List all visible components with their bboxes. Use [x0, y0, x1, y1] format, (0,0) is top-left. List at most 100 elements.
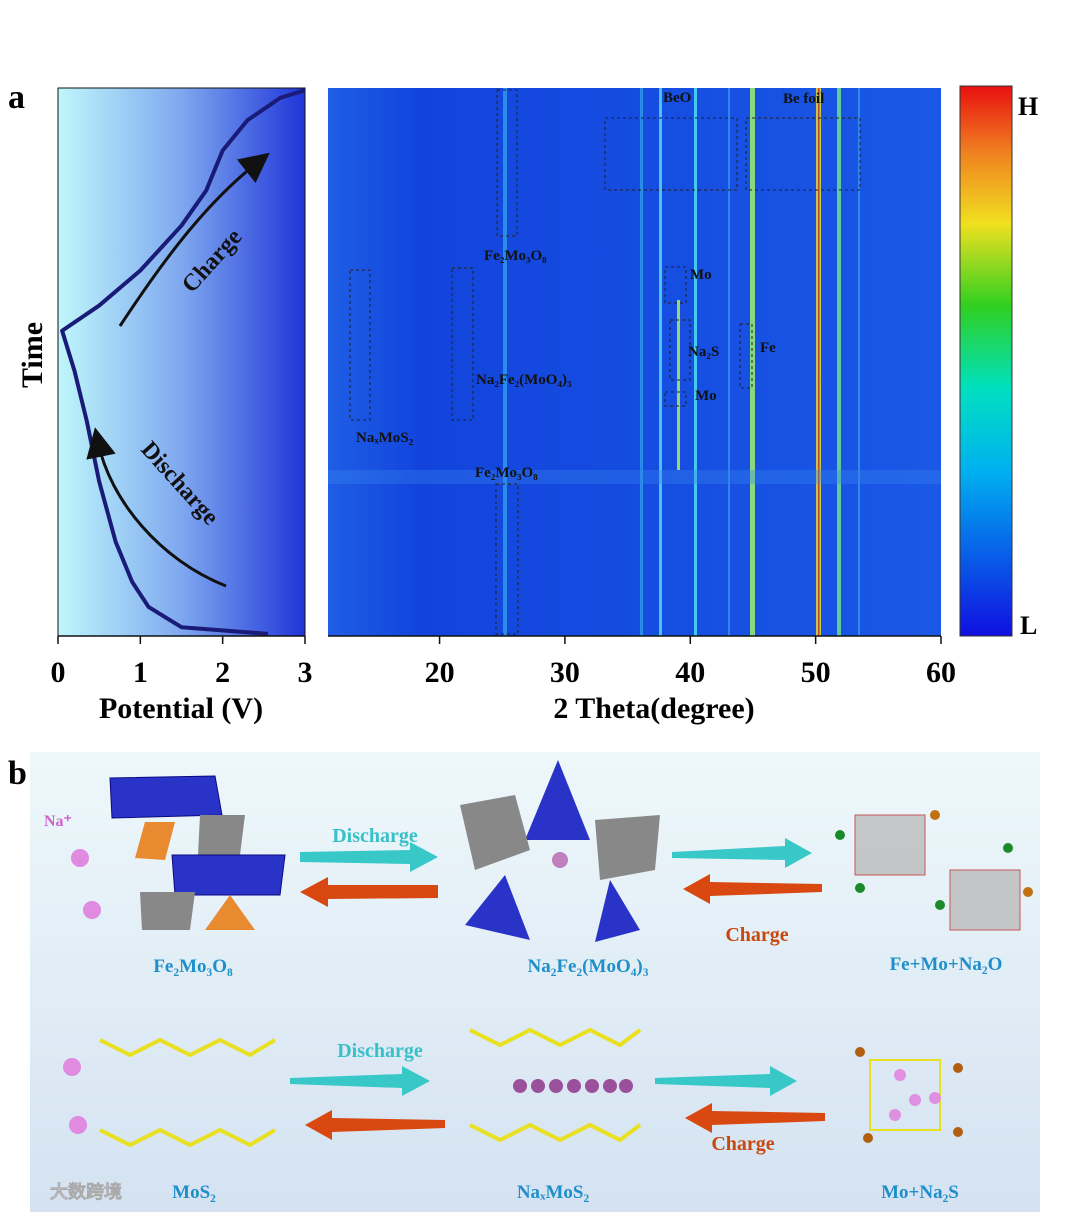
atom: [835, 830, 845, 840]
compound-label: MoS₂: [172, 1182, 216, 1203]
box: [664, 266, 687, 304]
atom: [855, 883, 865, 893]
polyhedron: [109, 775, 223, 819]
x-axis-label: 2 Theta(degree): [553, 692, 754, 725]
atom: [1023, 887, 1033, 897]
watermark: 大数跨境: [50, 1181, 122, 1203]
panel-label: a: [8, 79, 25, 116]
stripe: [694, 88, 697, 636]
x-tick-label: 60: [926, 656, 956, 689]
polyhedron: [595, 815, 660, 880]
ion: [63, 1058, 81, 1076]
arrow: [290, 1066, 430, 1096]
x-tick-label: 2: [215, 656, 230, 689]
annotation: BeO: [663, 90, 691, 106]
stripe: [858, 88, 860, 636]
x-tick-label: 50: [801, 656, 831, 689]
annotation: Mo: [690, 267, 712, 283]
arrow: [300, 842, 438, 872]
annotation-boxes: [349, 89, 861, 635]
cluster: [854, 814, 926, 876]
layer: [469, 1027, 642, 1048]
x-tick-label: 20: [425, 656, 455, 689]
curve: [60, 88, 306, 636]
polyhedron: [135, 822, 175, 860]
structure-mos2: [99, 1037, 277, 1148]
atom: [930, 810, 940, 820]
stripe: [677, 300, 680, 470]
polyhedron: [198, 815, 245, 855]
y-axis-label: Time: [16, 322, 49, 388]
polyhedron: [465, 875, 530, 940]
atom: [1003, 843, 1013, 853]
na-ions: [63, 849, 101, 1134]
box: [496, 89, 518, 237]
box: [739, 323, 753, 389]
annotation: NaₓMoS₂: [356, 430, 414, 446]
stripe: [503, 88, 507, 636]
layer: [99, 1127, 277, 1148]
box: [495, 483, 519, 635]
annotation: Mo: [695, 388, 717, 404]
arrow: [305, 1110, 445, 1140]
annotation: Fe₂Mo₃O₈: [484, 248, 547, 264]
compound-label: Fe₂Mo₃O₈: [153, 956, 233, 977]
x-tick-label: 1: [133, 656, 148, 689]
layer: [99, 1037, 277, 1058]
box: [745, 117, 861, 191]
plot-area: [57, 87, 306, 637]
charge-arrow: [118, 152, 270, 327]
panel-label: b: [8, 755, 27, 792]
band: [328, 470, 941, 484]
compound-label: Fe+Mo+Na₂O: [890, 954, 1003, 975]
polyhedron: [171, 854, 286, 896]
arrow: [685, 1103, 825, 1133]
ion-label: Na⁺: [44, 813, 72, 830]
process-label: Discharge: [337, 1040, 423, 1062]
box: [349, 269, 371, 421]
structure-naxmos2: [469, 1027, 642, 1143]
box: [669, 319, 691, 381]
polyhedron: [460, 795, 530, 870]
ion: [71, 849, 89, 867]
structure-fe2mo3o8: [109, 775, 286, 930]
atom: [552, 852, 568, 868]
process-label: Charge: [725, 924, 788, 946]
structure-na2fe2moo43: [460, 760, 660, 942]
x-tick-label: 0: [51, 656, 66, 689]
ion: [83, 901, 101, 919]
cluster: [949, 869, 1021, 931]
stripe: [818, 88, 820, 636]
polyhedron: [140, 892, 195, 930]
stripe: [659, 88, 662, 636]
annotation: Be foil: [783, 91, 824, 107]
compound-label: Na₂Fe₂(MoO₄)₃: [528, 956, 649, 977]
reaction-arrows: [290, 838, 825, 1140]
annotation: Na₂Fe₂(MoO₄)₃: [476, 372, 572, 388]
structure-fe-mo-na2o: [835, 810, 1033, 931]
arrow: [300, 877, 438, 907]
compound-label: NaₓMoS₂: [517, 1182, 590, 1203]
colorbar-label: H: [1018, 92, 1038, 121]
structure-mo-na2s: [855, 1047, 963, 1143]
ion: [69, 1116, 87, 1134]
polyhedron: [595, 880, 640, 942]
stripe: [837, 88, 841, 636]
polyhedron: [525, 760, 590, 840]
process-label: Charge: [711, 1133, 774, 1155]
annotation: Fe: [760, 340, 776, 356]
box: [664, 391, 687, 407]
arrow: [683, 874, 822, 904]
x-axis-label: Potential (V): [99, 692, 263, 725]
stripe: [728, 88, 730, 636]
annotation: Na₂S: [688, 344, 719, 360]
x-tick-label: 3: [298, 656, 313, 689]
heatmap: [328, 88, 941, 636]
stripe: [640, 88, 643, 636]
arrow: [655, 1066, 797, 1096]
x-tick-label: 30: [550, 656, 580, 689]
box: [451, 267, 474, 421]
colorbar-label: L: [1020, 611, 1037, 640]
process-label: Discharge: [332, 825, 418, 847]
